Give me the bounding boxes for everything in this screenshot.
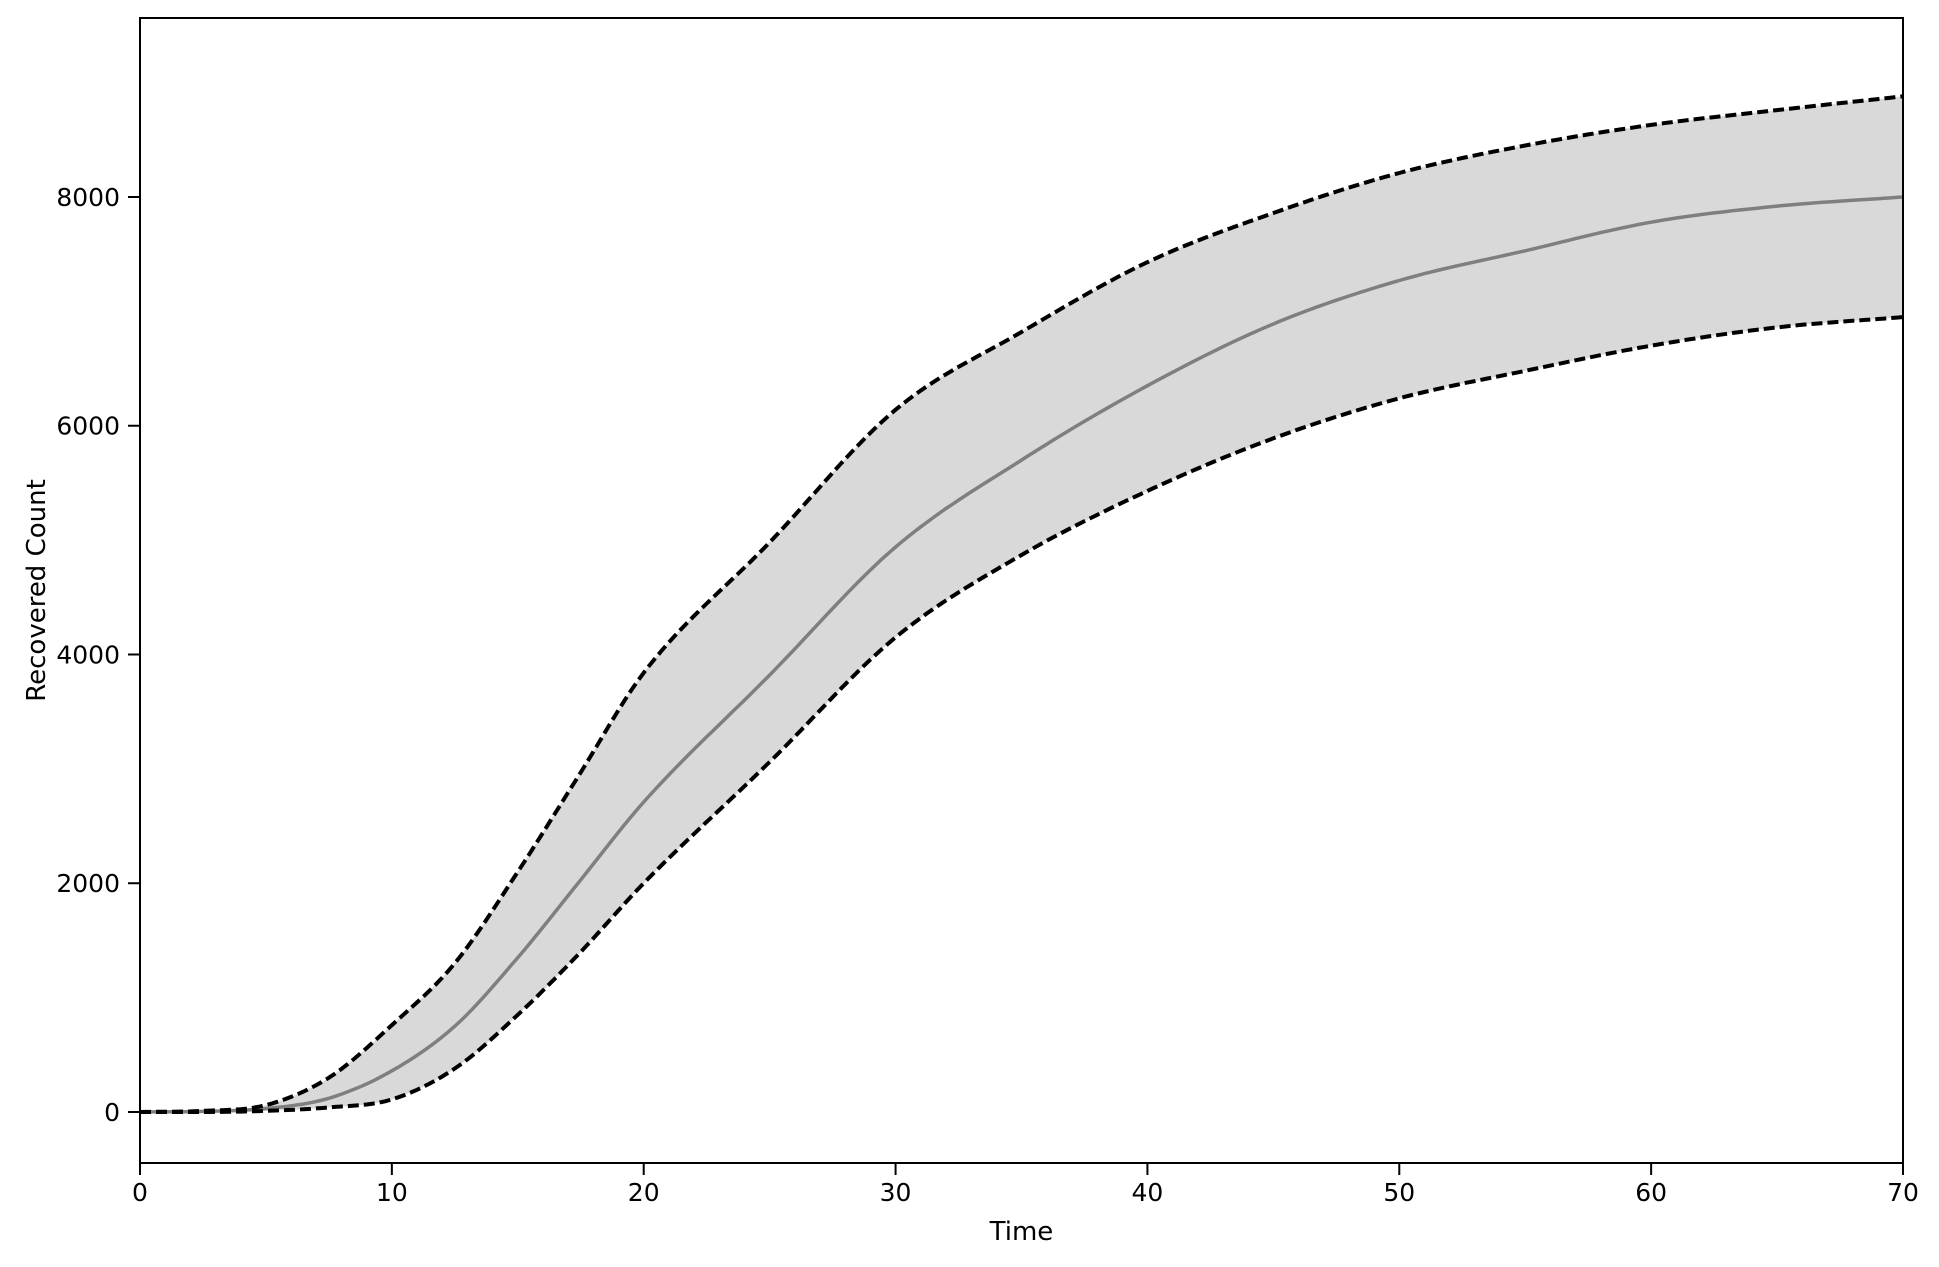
series-lines-group	[139, 94, 1904, 1114]
confidence-band-group	[140, 96, 1903, 1113]
x-tick-label: 50	[1383, 1178, 1415, 1207]
y-tick-label: 6000	[56, 412, 120, 441]
y-tick-label: 8000	[56, 183, 120, 212]
x-tick-label: 10	[376, 1178, 408, 1207]
x-tick-label: 30	[880, 1178, 912, 1207]
plot-border	[139, 17, 1904, 1164]
mean-line	[139, 195, 1904, 1114]
confidence-band	[140, 96, 1903, 1113]
y-axis-ticks: 0 2000 4000 6000 8000	[56, 183, 140, 1127]
x-tick-label: 40	[1132, 1178, 1164, 1207]
y-tick-label: 2000	[56, 869, 120, 898]
x-axis-ticks: 0 10 20 30 40 50 60 70	[132, 1163, 1919, 1207]
upper-bound-line	[139, 94, 1904, 1114]
x-tick-label: 70	[1887, 1178, 1919, 1207]
x-tick-label: 20	[628, 1178, 660, 1207]
x-tick-label: 0	[132, 1178, 148, 1207]
y-axis-label: Recovered Count	[22, 479, 52, 702]
x-axis-label: Time	[989, 1217, 1054, 1247]
y-tick-label: 4000	[56, 640, 120, 669]
x-tick-label: 60	[1635, 1178, 1667, 1207]
y-tick-label: 0	[104, 1098, 120, 1127]
lower-bound-line	[140, 315, 1904, 1114]
